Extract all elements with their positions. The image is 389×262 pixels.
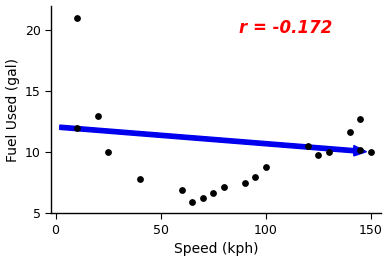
Point bbox=[252, 175, 258, 179]
Point bbox=[357, 117, 363, 121]
Y-axis label: Fuel Used (gal): Fuel Used (gal) bbox=[5, 58, 19, 161]
X-axis label: Speed (kph): Speed (kph) bbox=[174, 242, 259, 256]
Point bbox=[347, 129, 353, 134]
Point bbox=[74, 126, 80, 130]
Point bbox=[368, 150, 374, 154]
Point bbox=[74, 16, 80, 20]
Point bbox=[305, 144, 311, 148]
Point bbox=[263, 165, 269, 169]
Point bbox=[189, 200, 195, 205]
Point bbox=[221, 184, 227, 189]
Point bbox=[95, 113, 101, 118]
Point bbox=[200, 195, 206, 200]
Point bbox=[326, 150, 332, 154]
Point bbox=[242, 181, 248, 185]
Text: r = -0.172: r = -0.172 bbox=[239, 19, 333, 37]
Point bbox=[357, 148, 363, 152]
Point bbox=[210, 190, 216, 195]
FancyArrow shape bbox=[60, 125, 366, 156]
Point bbox=[179, 188, 185, 192]
Point bbox=[105, 150, 111, 154]
Point bbox=[137, 177, 143, 181]
Point bbox=[315, 153, 321, 157]
